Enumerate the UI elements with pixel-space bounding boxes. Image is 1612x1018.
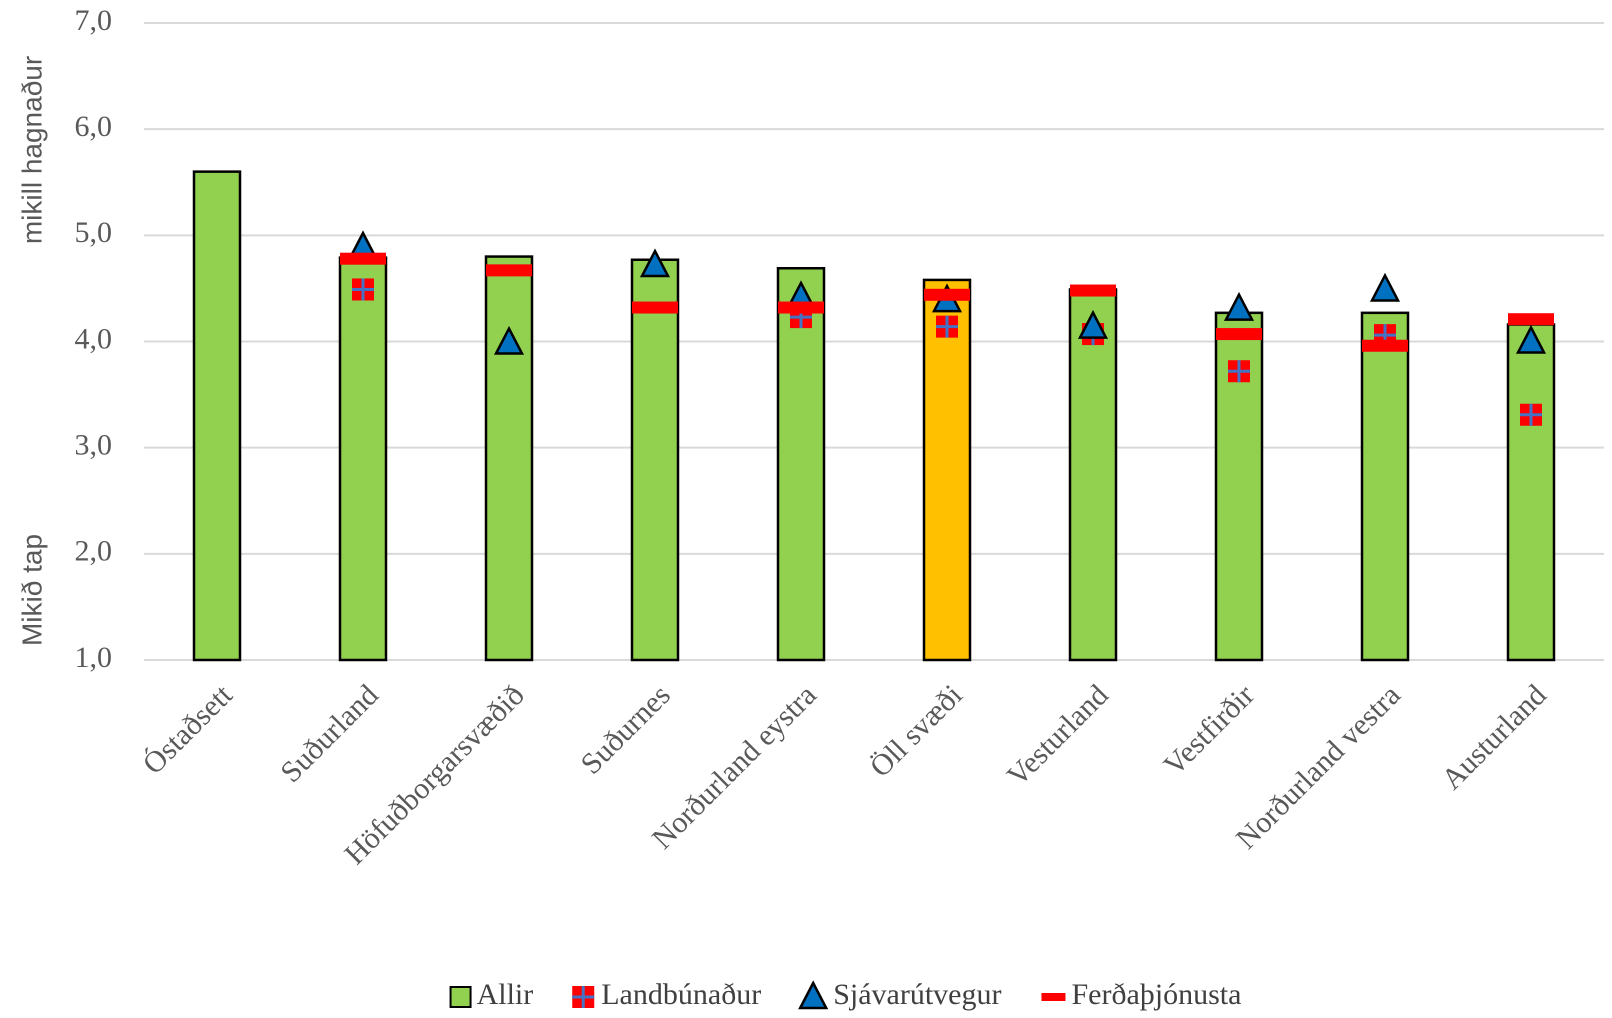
triangle-marker	[493, 325, 525, 355]
bar	[484, 255, 534, 662]
x-tick-label: Óstaðsett	[137, 678, 240, 781]
bar	[776, 266, 826, 662]
bar	[1506, 323, 1556, 662]
x-tick-label: Vestfirðir	[1157, 678, 1260, 781]
x-tick-label: Öll svæði	[864, 678, 969, 783]
dash-marker	[1070, 284, 1116, 297]
dash-marker	[778, 301, 824, 314]
triangle-marker	[639, 248, 671, 278]
x-tick-label: Austurland	[1435, 678, 1553, 796]
bar	[1360, 311, 1410, 662]
dash-marker	[1508, 313, 1554, 326]
legend-label: Landbúnaður	[601, 978, 761, 1011]
y-tick-label: 7,0	[75, 4, 113, 37]
bar	[922, 278, 972, 662]
bar	[1068, 288, 1118, 662]
y-tick-label: 6,0	[75, 110, 113, 143]
triangle-marker	[1077, 309, 1109, 339]
dash-marker	[340, 252, 386, 265]
legend-label: Allir	[477, 978, 534, 1011]
square-marker	[1520, 403, 1542, 426]
square-marker	[936, 315, 958, 338]
dash-marker	[486, 264, 532, 277]
legend: Allir Landbúnaður Sjávarútvegur Ferðaþjónus…	[449, 978, 1241, 1011]
bar	[338, 256, 388, 662]
y-tick-label: 1,0	[75, 641, 113, 674]
legend-swatch	[449, 986, 472, 1008]
x-tick-label: Suðurnes	[575, 678, 677, 780]
legend-label: Sjávarútvegur	[833, 978, 1001, 1011]
bar	[192, 170, 242, 662]
y-tick-label: 4,0	[75, 322, 113, 355]
x-tick-label: Vesturland	[1001, 678, 1115, 792]
y-tick-label: 5,0	[75, 216, 113, 249]
square-marker	[352, 278, 374, 301]
dash-marker	[1216, 328, 1262, 341]
y-label-top: mikill hagnaður	[16, 56, 47, 244]
dash-marker	[632, 301, 678, 314]
x-tick-label: Suðurland	[274, 678, 385, 789]
legend-label: Ferðaþjónusta	[1071, 978, 1241, 1011]
triangle-marker	[1223, 291, 1255, 321]
y-tick-label: 2,0	[75, 535, 113, 568]
triangle-marker	[1369, 272, 1401, 302]
dash-marker	[924, 288, 970, 301]
triangle-marker	[1515, 324, 1547, 354]
legend-swatch	[1041, 993, 1066, 1001]
legend-swatch	[572, 986, 595, 1008]
y-tick-label: 3,0	[75, 429, 113, 462]
dash-marker	[1362, 339, 1408, 352]
square-marker	[1228, 360, 1250, 383]
bar	[630, 258, 680, 662]
y-label-bottom: Mikið tap	[16, 534, 47, 646]
legend-swatch	[798, 980, 829, 1010]
